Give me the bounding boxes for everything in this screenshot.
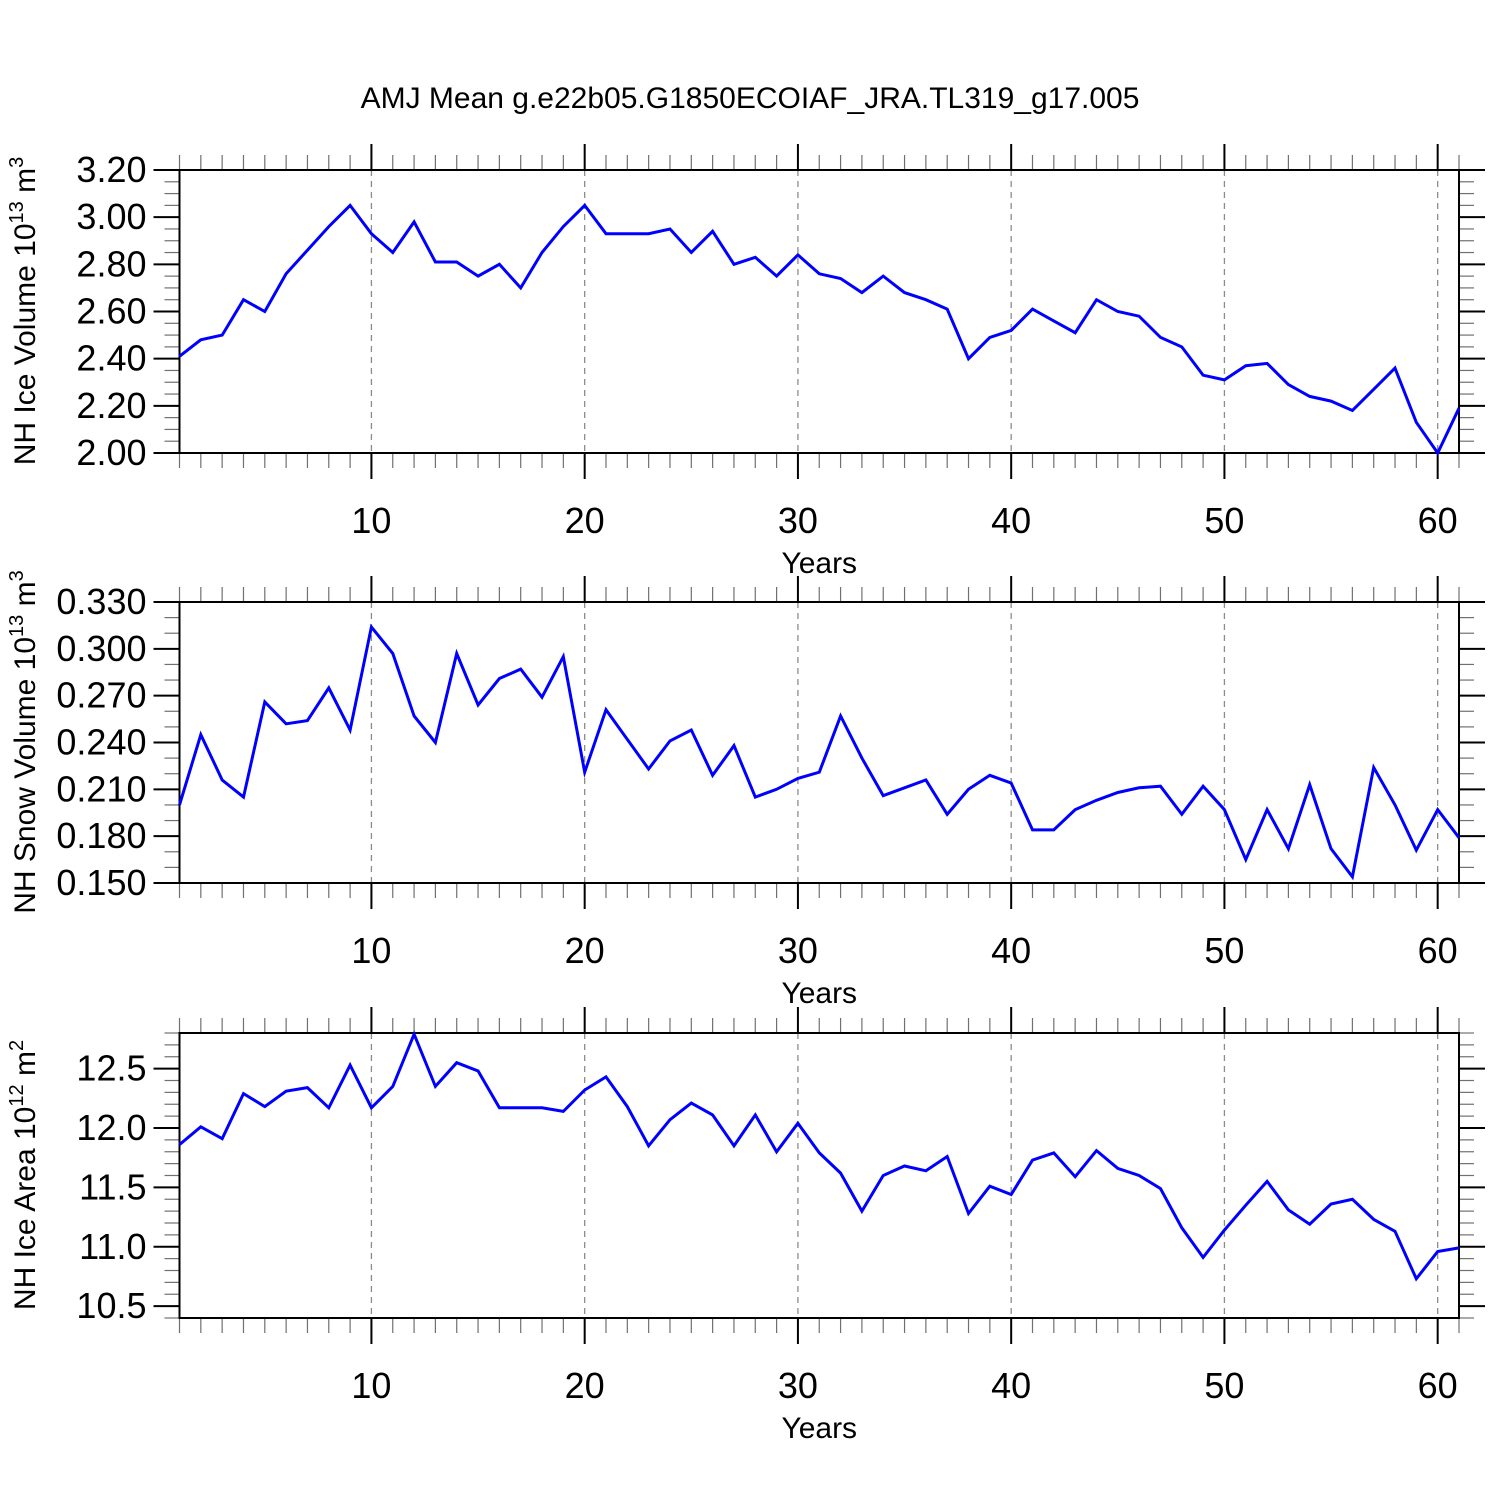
x-tick-label: 30 [778,1365,818,1406]
x-tick-label: 30 [778,930,818,971]
x-tick-label: 10 [351,930,391,971]
y-axis-title-text: m [9,167,42,202]
y-tick-label: 3.20 [76,149,146,190]
x-tick-label: 50 [1204,930,1244,971]
x-tick-label: 20 [565,930,605,971]
y-tick-label: 10.5 [76,1285,146,1326]
panel-nh-ice-area: 10 20 30 40 50 60 10.5 11.0 11.5 12.0 12.5 Years [76,1007,1485,1445]
x-tick-label: 20 [565,500,605,541]
x-tick-label: 60 [1418,1365,1458,1406]
x-axis-title: Years [781,1412,857,1445]
y-tick-label: 0.330 [56,581,146,622]
x-tick-label: 60 [1418,930,1458,971]
y-tick-label: 0.180 [56,815,146,856]
timeseries-line-nh-ice-area [178,1030,1460,1282]
y-axis-title-text: NH Ice Area 10 [9,1106,42,1311]
x-tick-label: 40 [991,500,1031,541]
y-axis-title-text: NH Ice Volume 10 [9,223,42,466]
x-tick-label: 40 [991,1365,1031,1406]
x-axis-title: Years [781,977,857,1010]
timeseries-line-nh-snow-volume [178,623,1461,881]
plot-frame [178,1032,1460,1319]
x-tick-label: 10 [351,1365,391,1406]
y-tick-label: 2.20 [76,385,146,426]
y-tick-label: 2.60 [76,291,146,332]
y-tick-label: 11.5 [79,1166,146,1207]
y-tick-label: 3.00 [76,196,146,237]
y-tick-label: 2.40 [76,338,146,379]
y-tick-label: 2.00 [76,432,146,473]
y-axis-title-text: NH Snow Volume 10 [9,636,42,914]
y-tick-label: 2.80 [76,243,146,284]
panel-nh-ice-volume: 10 20 30 40 50 60 2.00 2.20 2.40 2.60 2.80 3.00 3.20… [76,144,1485,580]
y-tick-label: 0.210 [56,768,146,809]
exponent-superscript: 13 [6,201,28,224]
x-tick-label: 10 [351,500,391,541]
y-axis-title-text: m [9,581,42,615]
y-axis-title-ice-area: NH Ice Area 1012 m2 [6,1039,43,1311]
plot-frame [178,601,1460,884]
y-tick-label: 12.0 [76,1107,146,1148]
x-axis-title: Years [781,547,857,580]
y-tick-label: 0.240 [56,722,146,763]
exponent-superscript: 3 [6,156,28,168]
y-axis-title-snow-volume: NH Snow Volume 1013 m3 [6,570,43,914]
y-tick-label: 0.150 [56,862,146,903]
y-axis-title-text: m [9,1051,42,1085]
timeseries-line-nh-ice-volume [178,203,1461,456]
x-tick-label: 20 [565,1365,605,1406]
plot-frame [178,169,1460,454]
y-tick-label: 0.300 [56,628,146,669]
exponent-superscript: 12 [6,1084,28,1107]
chart-title: AMJ Mean g.e22b05.G1850ECOIAF_JRA.TL319_… [360,82,1140,115]
x-tick-label: 30 [778,500,818,541]
panel-nh-snow-volume: 10 20 30 40 50 60 0.150 0.180 0.210 0.240 0.270 0.3… [56,576,1485,1010]
x-tick-label: 50 [1204,500,1244,541]
exponent-superscript: 3 [6,570,28,582]
x-tick-label: 40 [991,930,1031,971]
x-tick-label: 60 [1418,500,1458,541]
y-tick-label: 11.0 [79,1226,146,1267]
exponent-superscript: 2 [6,1039,28,1052]
exponent-superscript: 13 [6,614,28,637]
y-tick-label: 0.270 [56,675,146,716]
y-axis-title-ice-volume: NH Ice Volume 1013 m3 [6,156,43,466]
y-tick-label: 12.5 [76,1048,146,1089]
x-tick-label: 50 [1204,1365,1244,1406]
